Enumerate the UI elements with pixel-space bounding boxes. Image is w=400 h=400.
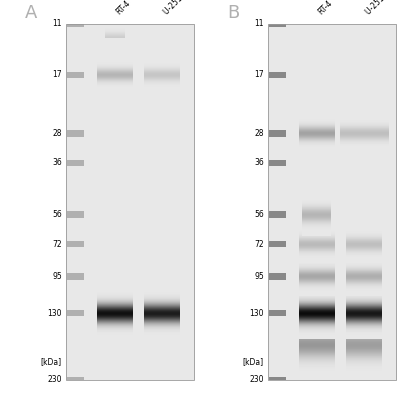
FancyBboxPatch shape	[67, 211, 84, 218]
Text: 11: 11	[254, 20, 264, 28]
FancyBboxPatch shape	[67, 377, 84, 383]
Text: [kDa]: [kDa]	[41, 357, 62, 366]
Text: 36: 36	[254, 158, 264, 167]
Text: 11: 11	[52, 20, 62, 28]
Text: RT-4: RT-4	[316, 0, 334, 17]
Text: [kDa]: [kDa]	[243, 357, 264, 366]
FancyBboxPatch shape	[269, 273, 286, 280]
Text: 72: 72	[52, 240, 62, 248]
Text: 95: 95	[254, 272, 264, 281]
Text: 56: 56	[52, 210, 62, 219]
FancyBboxPatch shape	[67, 21, 84, 27]
FancyBboxPatch shape	[269, 211, 286, 218]
Text: 36: 36	[52, 158, 62, 167]
FancyBboxPatch shape	[67, 72, 84, 78]
Text: 17: 17	[254, 70, 264, 80]
Text: 95: 95	[52, 272, 62, 281]
Text: 17: 17	[52, 70, 62, 80]
FancyBboxPatch shape	[269, 241, 286, 247]
FancyBboxPatch shape	[269, 310, 286, 316]
Text: 72: 72	[254, 240, 264, 248]
Text: 130: 130	[249, 309, 264, 318]
FancyBboxPatch shape	[67, 130, 84, 137]
Text: 28: 28	[52, 129, 62, 138]
Text: U-251 MG: U-251 MG	[162, 0, 195, 17]
FancyBboxPatch shape	[269, 160, 286, 166]
FancyBboxPatch shape	[67, 273, 84, 280]
FancyBboxPatch shape	[67, 160, 84, 166]
FancyBboxPatch shape	[67, 241, 84, 247]
Text: 56: 56	[254, 210, 264, 219]
Text: B: B	[227, 4, 239, 22]
FancyBboxPatch shape	[269, 72, 286, 78]
Text: 230: 230	[249, 376, 264, 384]
FancyBboxPatch shape	[67, 310, 84, 316]
Text: RT-4: RT-4	[114, 0, 132, 17]
FancyBboxPatch shape	[269, 377, 286, 383]
FancyBboxPatch shape	[269, 21, 286, 27]
Text: U-251 MG: U-251 MG	[364, 0, 397, 17]
Text: A: A	[25, 4, 37, 22]
Text: 28: 28	[254, 129, 264, 138]
Text: 130: 130	[47, 309, 62, 318]
FancyBboxPatch shape	[269, 130, 286, 137]
Text: 230: 230	[47, 376, 62, 384]
